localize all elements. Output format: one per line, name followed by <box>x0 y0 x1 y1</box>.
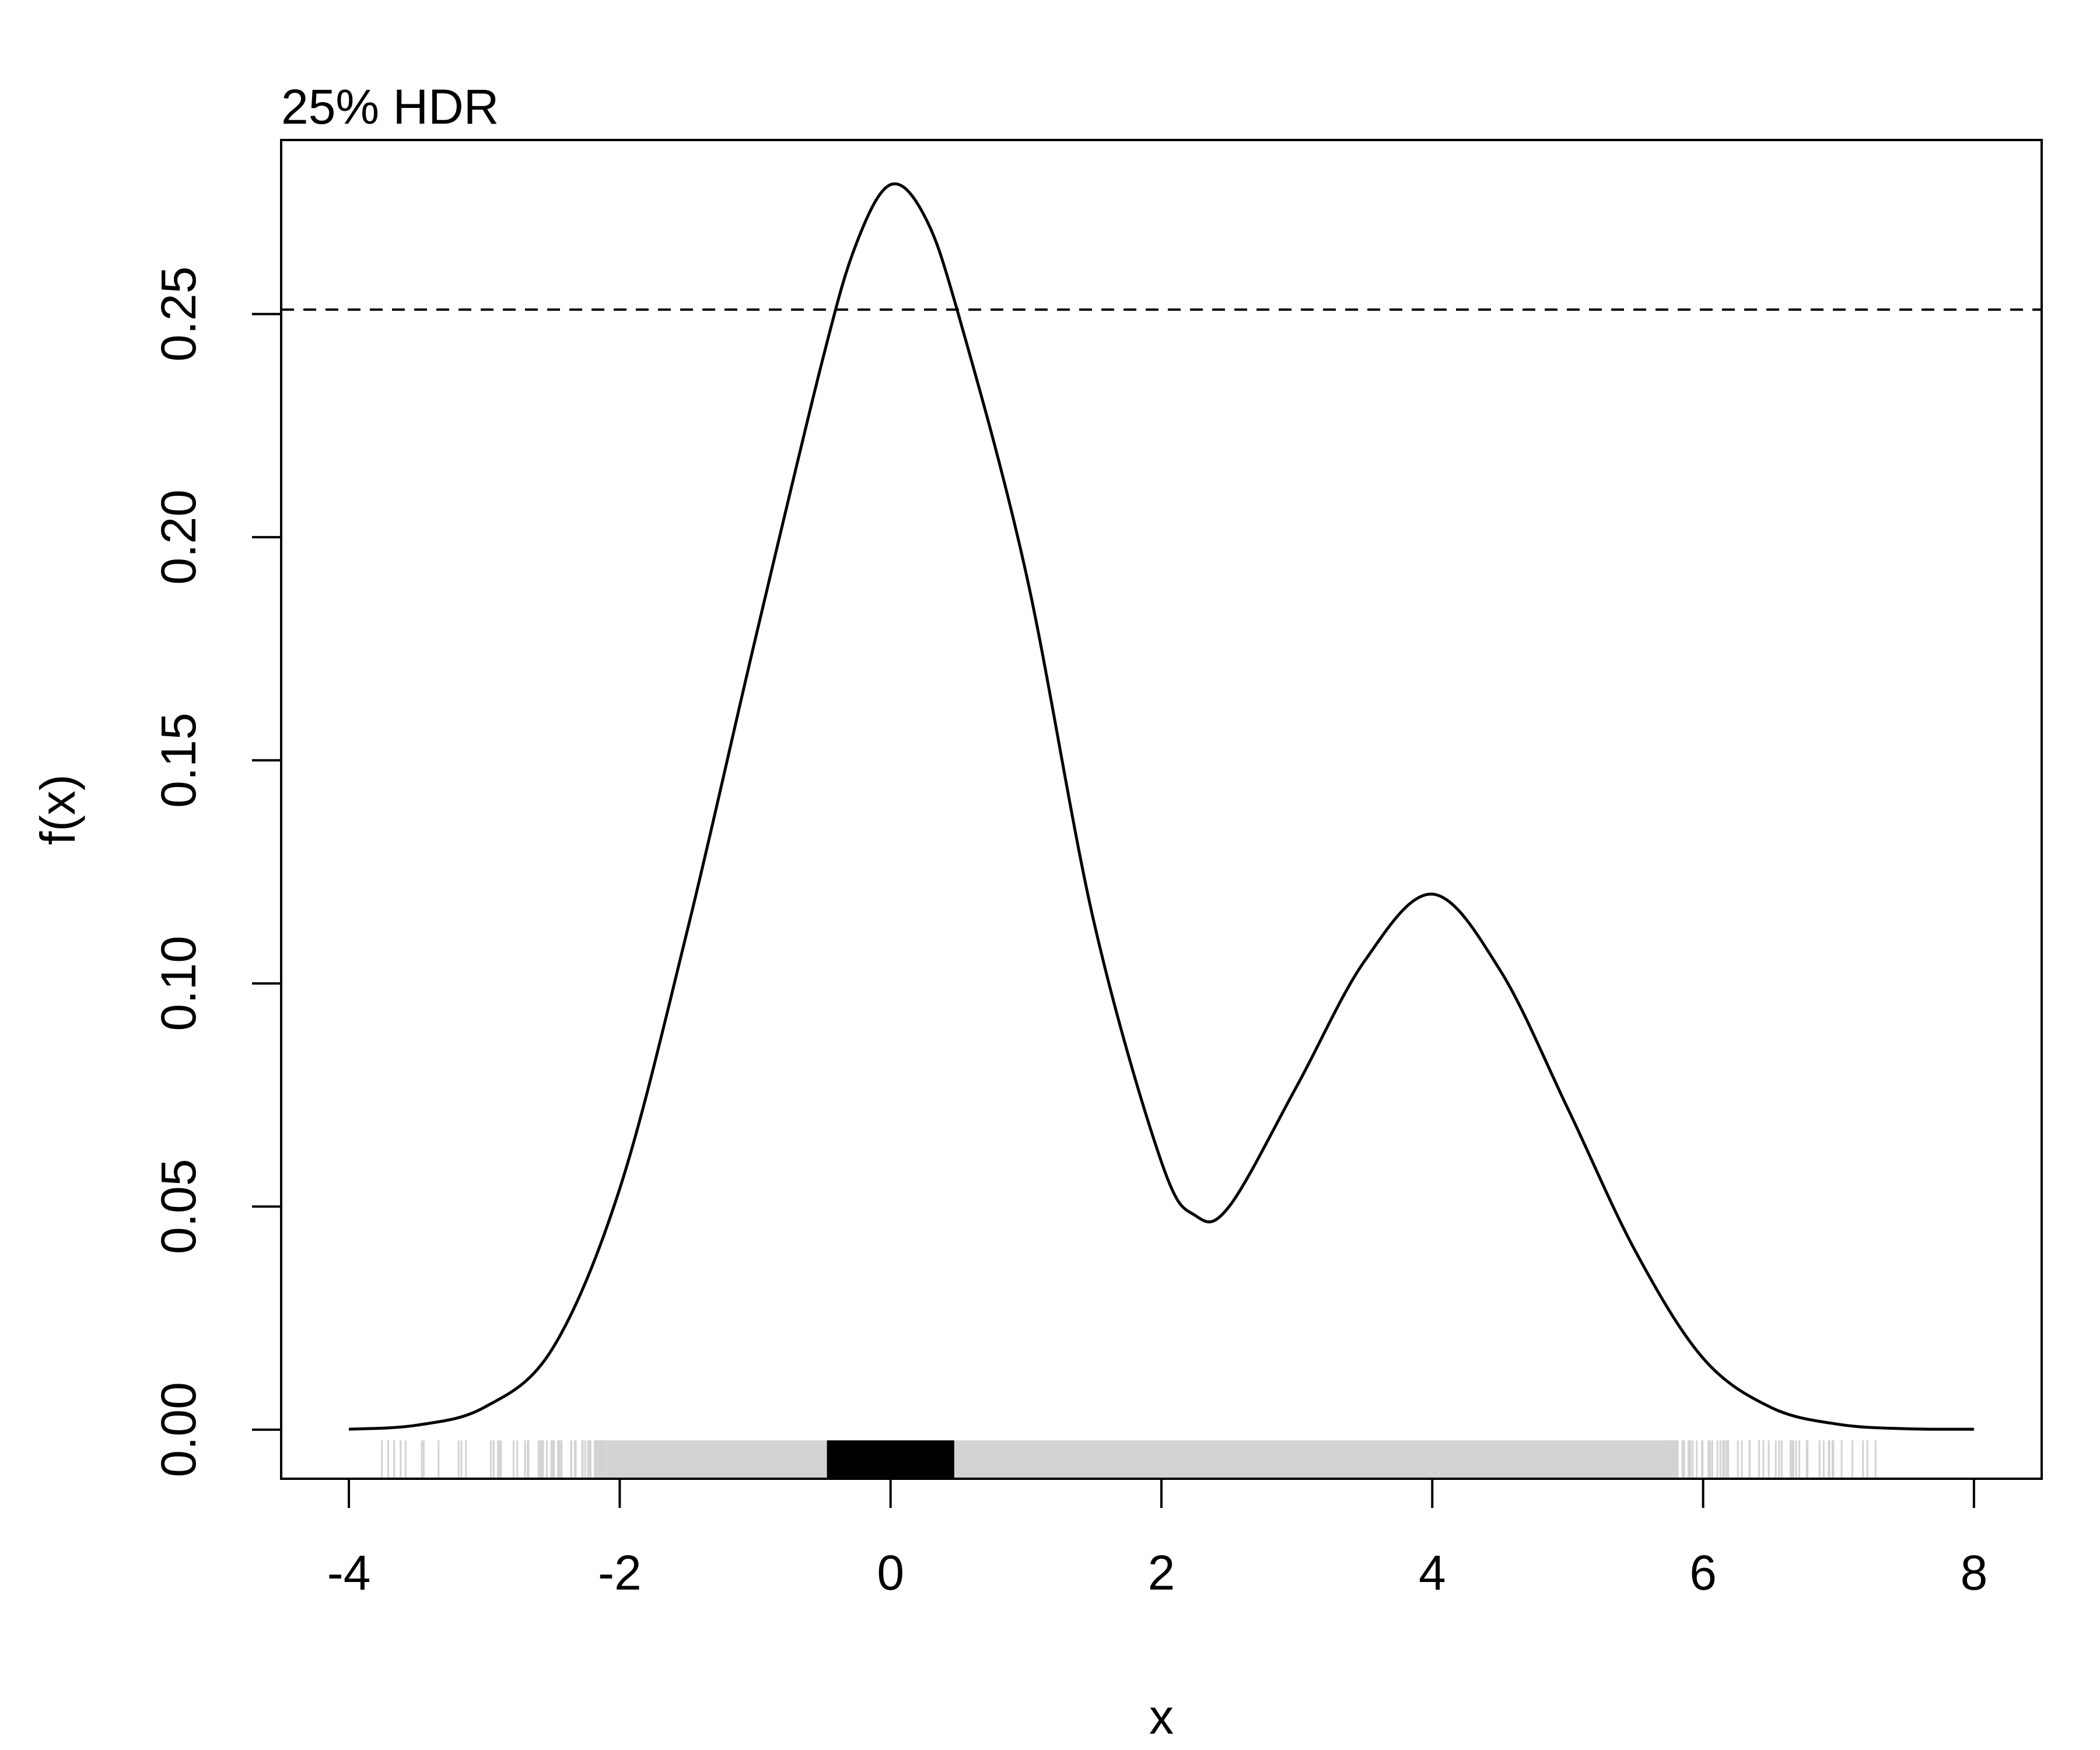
y-tick-label: 0.15 <box>151 713 206 808</box>
y-tick-label: 0.10 <box>151 936 206 1031</box>
x-tick-label: -4 <box>327 1545 371 1600</box>
rug-band <box>606 1440 1670 1478</box>
y-tick-label: 0.00 <box>151 1382 206 1478</box>
hdr-interval-bar <box>827 1440 954 1478</box>
x-tick-label: 6 <box>1689 1545 1717 1600</box>
hdr-interval-rect <box>827 1440 954 1478</box>
x-tick-label: 8 <box>1961 1545 1988 1600</box>
density-curve <box>348 182 1974 1431</box>
x-tick-label: 4 <box>1419 1545 1446 1600</box>
y-axis-label: f(x) <box>30 774 85 845</box>
rug-strip <box>381 1440 1877 1478</box>
y-tick-label: 0.05 <box>151 1159 206 1255</box>
x-tick-label: 0 <box>877 1545 904 1600</box>
y-axis: 0.00 0.05 0.10 0.15 0.20 0.25 <box>151 267 282 1478</box>
chart-title: 25% HDR <box>281 79 499 134</box>
x-axis-label: x <box>1149 1689 1174 1744</box>
x-tick-label: 2 <box>1148 1545 1175 1600</box>
x-axis: -4 -2 0 2 4 6 8 <box>327 1478 1988 1600</box>
density-curve-group <box>348 182 1974 1431</box>
x-tick-label: -2 <box>598 1545 642 1600</box>
y-tick-label: 0.20 <box>151 489 206 585</box>
y-tick-label: 0.25 <box>151 267 206 362</box>
